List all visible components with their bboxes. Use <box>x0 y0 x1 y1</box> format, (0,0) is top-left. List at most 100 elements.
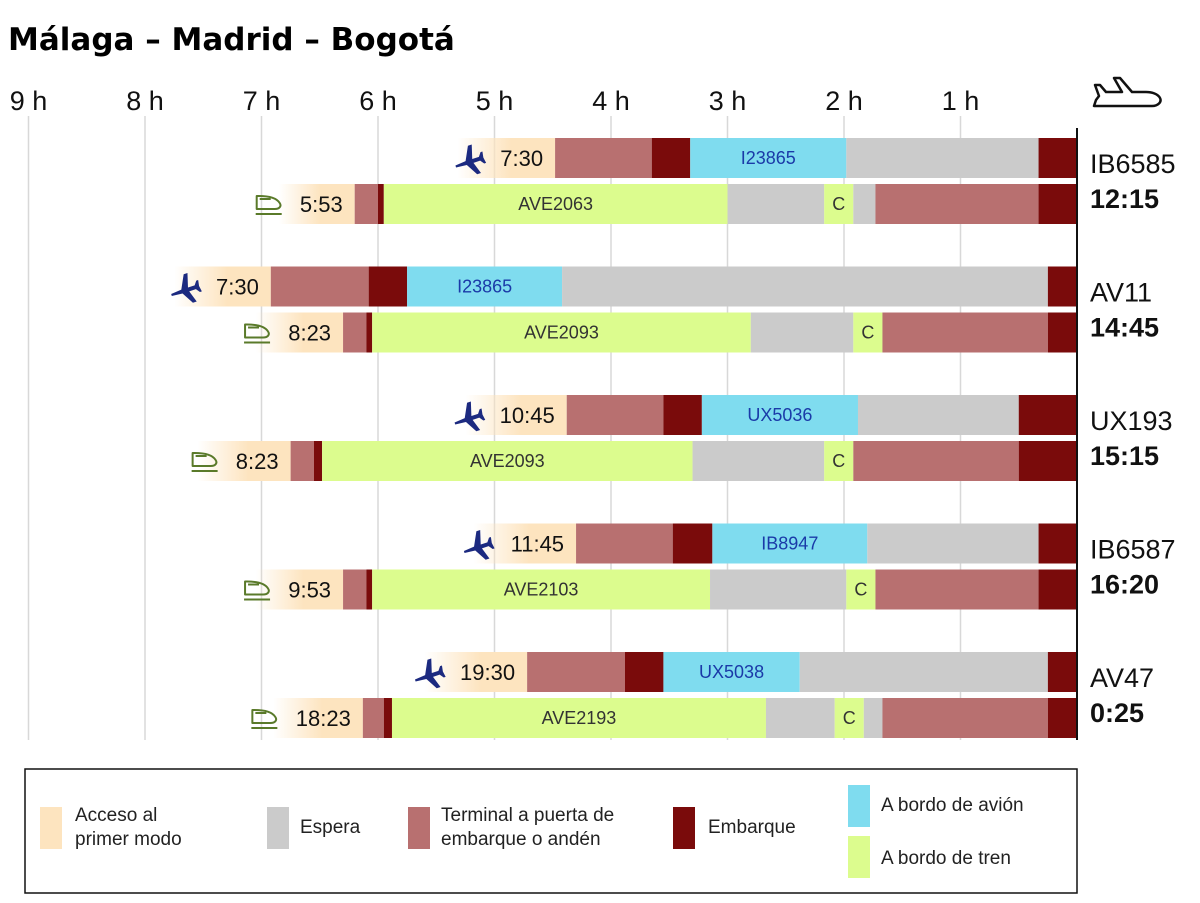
segment-terminal <box>362 698 384 738</box>
start-time-label: 8:23 <box>288 321 331 346</box>
legend-label: A bordo de avión <box>881 795 1024 816</box>
segment-plane <box>712 523 868 564</box>
segment-boarding <box>313 441 323 481</box>
plane-bar: I23865 7:30 <box>455 138 1077 178</box>
bars: I23865 7:30 AVE2063 C 5:53 I23865 7:30 AVE2093 C… <box>171 138 1077 738</box>
segment-label: I23865 <box>457 277 512 297</box>
segment-boarding <box>1038 138 1077 178</box>
segment-train <box>372 569 711 610</box>
segment-access <box>255 312 344 353</box>
segment-boarding <box>368 266 408 307</box>
segment-wait <box>562 266 1048 307</box>
plane-icon <box>455 144 487 175</box>
connection-flight-code: UX193 <box>1090 406 1173 436</box>
segment-boarding <box>378 184 384 224</box>
connection-departure-time: 16:20 <box>1090 570 1159 600</box>
segment-train <box>853 312 883 353</box>
segment-terminal <box>882 312 1048 353</box>
segment-train <box>372 312 751 353</box>
connection-departure-time: 15:15 <box>1090 441 1159 471</box>
segment-train <box>322 441 693 481</box>
legend-label: embarque o andén <box>441 829 601 850</box>
segment-boarding <box>1047 266 1077 307</box>
legend-swatch <box>848 836 870 878</box>
tick-label: 3 h <box>709 86 747 116</box>
start-time-label: 7:30 <box>500 146 543 171</box>
legend-frame <box>24 768 1078 894</box>
segment-label: I23865 <box>741 148 796 168</box>
segment-boarding <box>1038 523 1077 564</box>
tick-label: 7 h <box>243 86 281 116</box>
train-bar: AVE2193 C 18:23 <box>251 698 1077 738</box>
segment-boarding <box>1038 184 1077 224</box>
start-time-label: 5:53 <box>300 192 343 217</box>
plane-icon <box>414 658 446 689</box>
segment-access <box>457 138 556 178</box>
segment-wait <box>863 698 883 738</box>
plane-bar: UX5036 10:45 <box>454 395 1077 435</box>
segment-boarding <box>366 312 373 353</box>
tick-label: 9 h <box>10 86 48 116</box>
segment-wait <box>853 184 876 224</box>
plane-icon <box>454 401 486 432</box>
connection-flight-code: IB6587 <box>1090 535 1176 565</box>
connection-labels: IB6585 12:15 AV11 14:45 UX193 15:15 IB6587 16:2… <box>1090 149 1176 728</box>
legend-item-boarding: Embarque <box>673 807 796 849</box>
train-bar: AVE2103 C 9:53 <box>244 569 1077 610</box>
segment-boarding <box>1018 395 1077 435</box>
legend-swatch <box>408 807 430 849</box>
segment-terminal <box>566 395 664 435</box>
legend-label: Embarque <box>708 817 796 838</box>
plane-bar: I23865 7:30 <box>171 266 1077 307</box>
segment-label: AVE2193 <box>542 708 617 728</box>
chart-title: Málaga – Madrid – Bogotá <box>8 22 455 58</box>
train-icon <box>255 195 282 215</box>
segment-boarding <box>1047 698 1077 738</box>
segment-access <box>197 441 291 481</box>
segment-label: C <box>832 194 845 214</box>
segment-boarding <box>383 698 392 738</box>
segment-terminal <box>527 652 625 692</box>
segment-boarding <box>1018 441 1077 481</box>
segment-wait <box>867 523 1039 564</box>
train-bar: AVE2093 C 8:23 <box>244 312 1077 353</box>
legend-label: Terminal a puerta de <box>441 805 614 826</box>
train-icon <box>244 323 271 344</box>
segment-label: C <box>854 580 867 600</box>
segment-label: C <box>832 451 845 471</box>
segment-wait <box>750 312 854 353</box>
segment-terminal <box>354 184 378 224</box>
segment-access <box>255 569 344 610</box>
segment-label: AVE2063 <box>518 194 593 214</box>
segment-terminal <box>555 138 652 178</box>
start-time-label: 11:45 <box>511 532 564 557</box>
connection-flight-code: AV47 <box>1090 663 1154 693</box>
segment-terminal <box>270 266 369 307</box>
segment-boarding <box>1047 312 1077 353</box>
segment-wait <box>846 138 1039 178</box>
airplane-icon <box>1092 76 1162 108</box>
segment-wait <box>765 698 835 738</box>
connection-departure-time: 14:45 <box>1090 313 1159 343</box>
segment-wait <box>710 569 847 610</box>
legend-label: primer modo <box>75 829 182 850</box>
segment-terminal <box>343 569 367 610</box>
start-time-label: 7:30 <box>216 275 259 300</box>
tick-label: 4 h <box>592 86 630 116</box>
connection-departure-time: 0:25 <box>1090 698 1144 728</box>
segment-label: C <box>861 323 874 343</box>
tick-label: 6 h <box>359 86 397 116</box>
segment-terminal <box>290 441 314 481</box>
segment-terminal <box>576 523 673 564</box>
train-bar: AVE2093 C 8:23 <box>191 441 1077 481</box>
x-axis-ticks: 9 h 8 h 7 h 6 h 5 h 4 h 3 h 2 h 1 h <box>10 86 980 116</box>
segment-label: IB8947 <box>761 534 818 554</box>
legend-swatch <box>848 785 870 827</box>
train-bar: AVE2063 C 5:53 <box>255 184 1077 224</box>
segment-wait <box>727 184 825 224</box>
plane-bar: UX5038 19:30 <box>414 652 1077 692</box>
legend-swatch <box>267 807 289 849</box>
legend-label: Espera <box>300 817 361 838</box>
segment-terminal <box>882 698 1048 738</box>
segment-boarding <box>624 652 664 692</box>
